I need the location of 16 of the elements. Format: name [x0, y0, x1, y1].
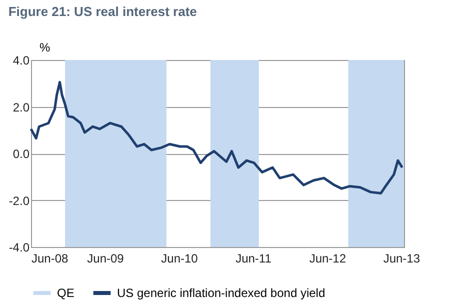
chart-title: Figure 21: US real interest rate	[8, 4, 197, 19]
x-tick-label: Jun-11	[236, 252, 272, 266]
legend-label: US generic inflation-indexed bond yield	[117, 286, 326, 300]
y-axis-title: %	[40, 40, 50, 54]
y-tick-label: 0.0	[12, 147, 30, 161]
y-tick-label: -2.0	[8, 194, 30, 208]
line-series	[30, 80, 404, 194]
legend-label: QE	[57, 286, 74, 300]
x-tick-label: Jun-08	[32, 252, 69, 266]
x-tick-label: Jun-10	[161, 252, 198, 266]
x-tick-label: Jun-12	[309, 252, 346, 266]
y-tick-label: 4.0	[12, 54, 30, 68]
y-tick-label: 2.0	[12, 100, 30, 114]
x-tick-label: Jun-09	[87, 252, 124, 266]
y-tick-label: -4.0	[8, 240, 30, 254]
x-tick-label: Jun-13	[383, 252, 420, 266]
